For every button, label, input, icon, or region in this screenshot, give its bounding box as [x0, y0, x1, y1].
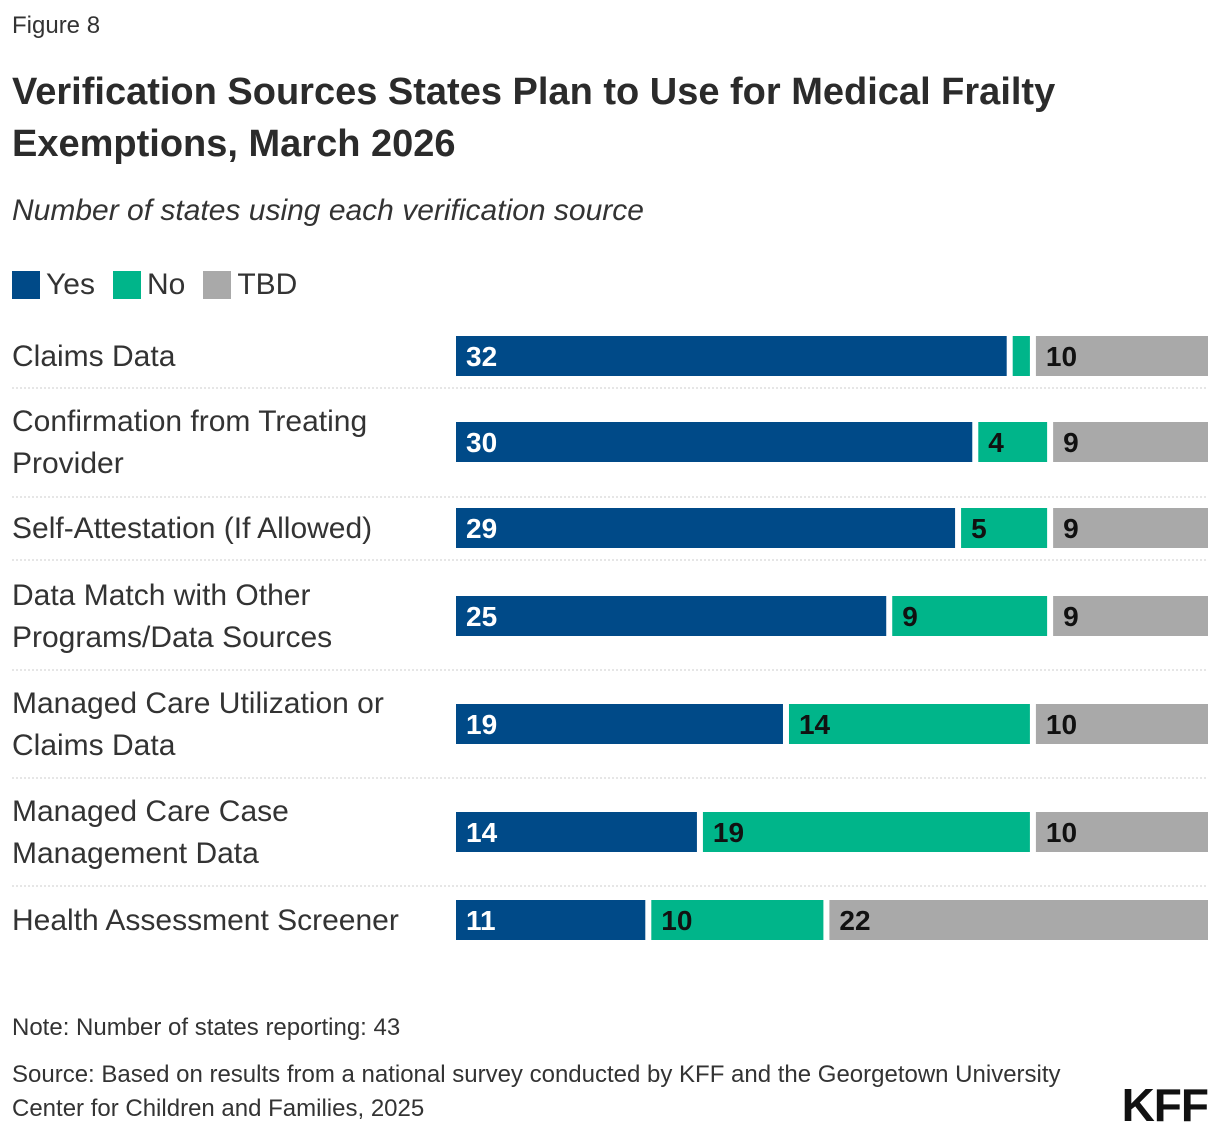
data-label: 22 — [839, 905, 870, 936]
data-label: 11 — [466, 905, 496, 936]
chart-note: Note: Number of states reporting: 43 — [12, 1014, 401, 1041]
legend-label-no: No — [146, 268, 186, 301]
legend-label-tbd: TBD — [237, 268, 298, 301]
data-label: 9 — [1063, 601, 1079, 632]
stacked-bar-chart: Claims Data 32 10 Confirmation from Treatin… — [12, 336, 1208, 940]
data-label: 10 — [661, 905, 692, 936]
legend-label-yes: Yes — [46, 268, 95, 301]
data-label: 19 — [466, 709, 497, 740]
chart-title: Verification Sources States Plan to Use … — [12, 71, 1056, 165]
bar-segment-no — [892, 596, 1048, 636]
bar-segment-no — [978, 422, 1048, 462]
bar-segment-yes — [456, 422, 973, 462]
data-label: 5 — [971, 513, 987, 544]
category-label: Confirmation from Treating Provider — [12, 405, 367, 480]
bar-segment-yes — [456, 704, 783, 744]
bar-segment-tbd — [1053, 508, 1208, 548]
category-label: Data Match with Other Programs/Data Sourc… — [12, 579, 332, 654]
legend-swatch-yes — [12, 271, 40, 299]
data-label: 4 — [988, 427, 1004, 458]
data-label: 25 — [466, 601, 497, 632]
legend-swatch-no — [112, 271, 141, 299]
data-label: 9 — [1063, 513, 1079, 544]
category-label: Self-Attestation (If Allowed) — [12, 512, 372, 545]
figure-label: Figure 8 — [12, 12, 101, 39]
bar-segment-tbd — [1053, 596, 1208, 636]
data-label: 32 — [466, 341, 497, 372]
legend-item-no: No — [112, 268, 186, 302]
bar-segment-yes — [456, 508, 956, 548]
data-label: 14 — [799, 709, 831, 740]
bar-segment-tbd — [1035, 812, 1208, 852]
chart-subtitle: Number of states using each verification… — [12, 194, 644, 227]
data-label: 30 — [466, 427, 497, 458]
bar-segment-yes — [456, 336, 1007, 376]
bar-segment-no — [651, 900, 824, 940]
data-label: 14 — [466, 817, 498, 848]
category-label: Managed Care Case Management Data — [12, 795, 289, 870]
category-label: Managed Care Utilization or Claims Data — [12, 687, 384, 762]
bar-segment-yes — [456, 900, 646, 940]
category-label: Health Assessment Screener — [12, 904, 399, 937]
chart-source: Source: Based on results from a national… — [12, 1061, 1061, 1122]
legend-item-tbd: TBD — [203, 268, 297, 302]
bar-segment-tbd — [1035, 704, 1208, 744]
data-label: 10 — [1046, 341, 1077, 372]
legend-swatch-tbd — [203, 271, 232, 299]
bar-segment-no — [961, 508, 1048, 548]
bar-segment-tbd — [1053, 422, 1208, 462]
data-label: 9 — [902, 601, 918, 632]
data-label: 9 — [1063, 427, 1079, 458]
category-label: Claims Data — [12, 340, 176, 373]
data-label: 10 — [1046, 709, 1077, 740]
bar-segment-no — [1012, 336, 1030, 376]
data-label: 10 — [1046, 817, 1077, 848]
bar-segment-yes — [456, 596, 887, 636]
bar-segment-no — [702, 812, 1030, 852]
data-label: 29 — [466, 513, 497, 544]
bar-segment-no — [788, 704, 1030, 744]
legend-item-yes: Yes — [12, 268, 95, 302]
bar-segment-yes — [456, 812, 697, 852]
data-label: 19 — [713, 817, 744, 848]
bar-segment-tbd — [829, 900, 1208, 940]
bar-segment-tbd — [1035, 336, 1208, 376]
kff-logo: KFF — [1121, 1079, 1209, 1131]
chart-legend: Yes No TBD — [12, 268, 315, 302]
